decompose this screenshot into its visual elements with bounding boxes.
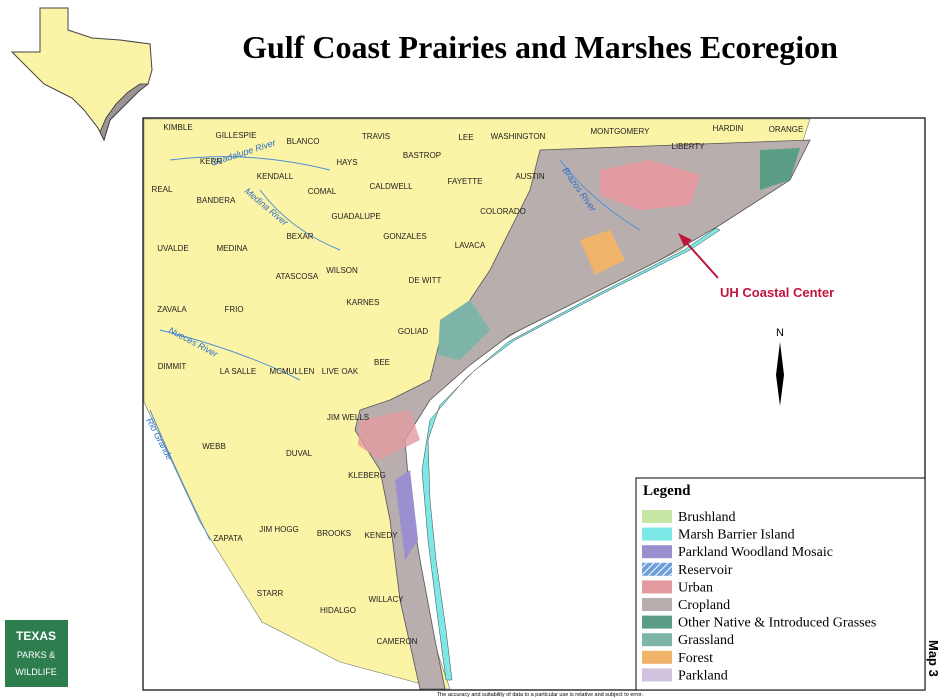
county-label: WASHINGTON [491, 132, 546, 141]
logo: TEXAS PARKS & WILDLIFE [5, 620, 68, 687]
county-label: COLORADO [480, 207, 526, 216]
county-label: GONZALES [383, 232, 427, 241]
county-label: DE WITT [409, 276, 442, 285]
county-label: CALDWELL [369, 182, 413, 191]
county-label: BEE [374, 358, 390, 367]
county-label: AUSTIN [515, 172, 545, 181]
legend-swatch [642, 633, 672, 647]
north-arrow [776, 342, 784, 406]
legend-label: Grassland [678, 633, 734, 648]
legend-swatch [642, 580, 672, 594]
county-label: WEBB [202, 442, 226, 451]
county-label: MONTGOMERY [591, 127, 651, 136]
county-label: MEDINA [216, 244, 248, 253]
county-label: KARNES [347, 298, 380, 307]
legend-label: Parkland [678, 668, 728, 683]
legend-swatch [642, 650, 672, 664]
county-label: LEE [458, 133, 473, 142]
legend-label: Other Native & Introduced Grasses [678, 616, 876, 631]
county-label: ZAVALA [157, 305, 187, 314]
county-label: JIM HOGG [259, 525, 299, 534]
county-label: ORANGE [769, 125, 804, 134]
county-label: DUVAL [286, 449, 313, 458]
disclaimer: The accuracy and suitability of data to … [437, 692, 644, 698]
county-label: WILSON [326, 266, 358, 275]
title: Gulf Coast Prairies and Marshes Ecoregio… [242, 29, 838, 65]
county-label: HARDIN [713, 124, 744, 133]
county-label: GUADALUPE [331, 212, 380, 221]
county-label: HAYS [336, 158, 357, 167]
county-label: BEXAR [286, 232, 313, 241]
legend-swatch [642, 615, 672, 629]
county-label: ZAPATA [213, 534, 243, 543]
county-label: BLANCO [287, 137, 320, 146]
county-label: TRAVIS [362, 132, 390, 141]
county-label: FAYETTE [448, 177, 483, 186]
county-label: MCMULLEN [270, 367, 315, 376]
texas-inset [10, 7, 153, 142]
county-label: KENDALL [257, 172, 294, 181]
map-label: Map 3 [926, 640, 941, 677]
county-label: GILLESPIE [216, 131, 257, 140]
legend-swatch-hatch [642, 562, 672, 576]
legend-label: Parkland Woodland Mosaic [678, 545, 833, 560]
county-label: KENEDY [365, 531, 399, 540]
county-label: KIMBLE [163, 123, 192, 132]
legend-title: Legend [643, 483, 691, 499]
legend-label: Marsh Barrier Island [678, 528, 795, 543]
county-label: STARR [257, 589, 284, 598]
logo-text: WILDLIFE [15, 667, 57, 677]
logo-text: PARKS & [17, 650, 55, 660]
county-label: LA SALLE [220, 367, 256, 376]
legend-swatch [642, 510, 672, 523]
legend-swatch [642, 598, 672, 611]
legend-label: Reservoir [678, 563, 733, 578]
county-label: BANDERA [197, 196, 236, 205]
legend-swatch [642, 545, 672, 559]
county-label: HIDALGO [320, 606, 356, 615]
county-label: BROOKS [317, 529, 351, 538]
legend-label: Urban [678, 580, 713, 595]
county-label: WILLACY [368, 595, 404, 604]
annotation: UH Coastal Center [720, 285, 834, 300]
north-label: N [776, 327, 784, 339]
legend-label: Brushland [678, 510, 736, 525]
county-label: REAL [152, 185, 173, 194]
county-label: JIM WELLS [327, 413, 369, 422]
legend-swatch [642, 668, 672, 682]
county-label: KLEBERG [348, 471, 386, 480]
county-label: BASTROP [403, 151, 441, 160]
county-label: CAMERON [377, 637, 418, 646]
county-label: LIVE OAK [322, 367, 359, 376]
county-label: ATASCOSA [276, 272, 319, 281]
legend-label: Forest [678, 651, 713, 666]
county-label: UVALDE [157, 244, 188, 253]
county-label: DIMMIT [158, 362, 187, 371]
county-label: COMAL [308, 187, 337, 196]
county-label: LAVACA [455, 241, 486, 250]
county-label: FRIO [224, 305, 243, 314]
legend-label: Cropland [678, 598, 730, 613]
legend-swatch [642, 527, 672, 541]
logo-text: TEXAS [16, 629, 56, 643]
county-label: GOLIAD [398, 327, 428, 336]
legend: Legend Brushland Marsh Barrier Island Park… [635, 477, 926, 691]
county-label: LIBERTY [671, 142, 705, 151]
county-label: KERR [200, 157, 222, 166]
map: KIMBLE GILLESPIE BLANCO TRAVIS LEE WASHI… [142, 117, 926, 691]
